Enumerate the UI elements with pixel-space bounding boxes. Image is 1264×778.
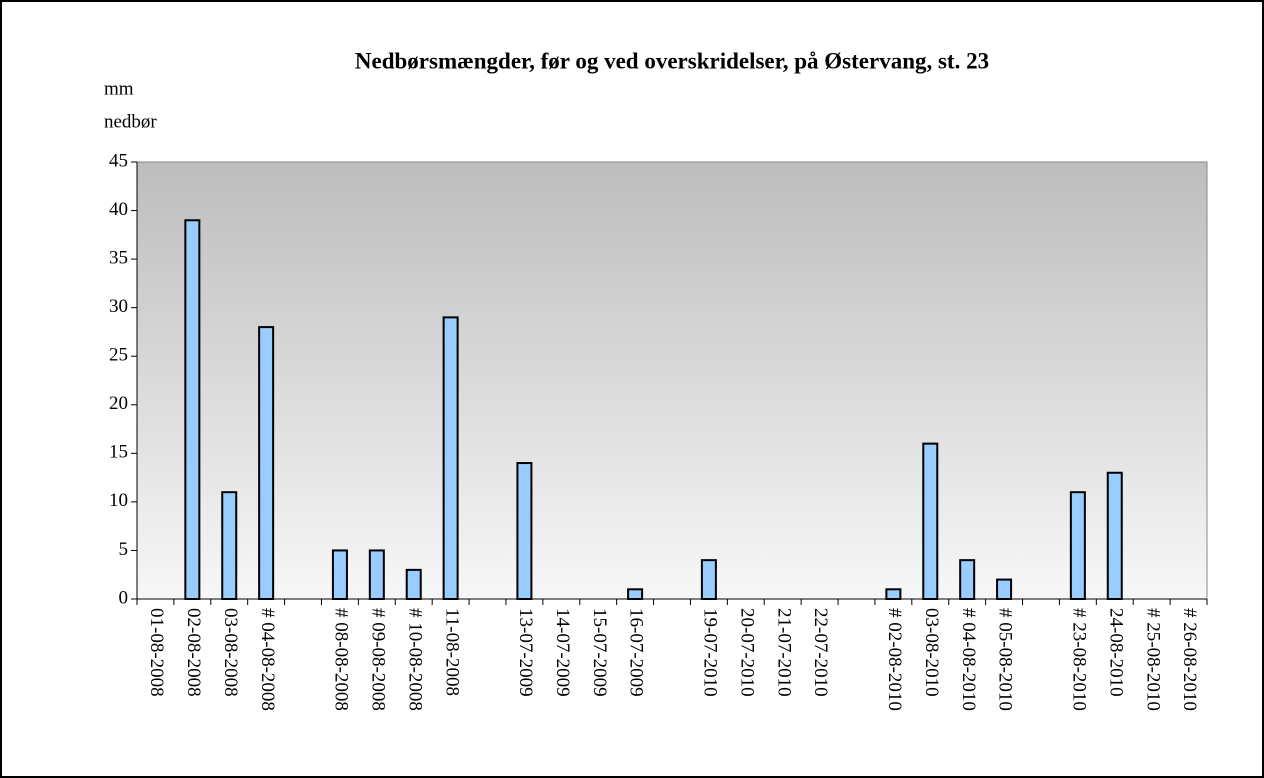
x-tick-label: # 04-08-2010 bbox=[958, 608, 979, 711]
x-tick-label: # 23-08-2010 bbox=[1069, 608, 1090, 711]
bar bbox=[996, 578, 1013, 600]
y-tick-label: 35 bbox=[109, 247, 128, 268]
y-tick-label: 20 bbox=[109, 393, 128, 414]
x-tick-label: 02-08-2008 bbox=[183, 608, 204, 697]
x-tick-label: 03-08-2008 bbox=[220, 608, 241, 697]
bar bbox=[959, 559, 976, 601]
bar bbox=[442, 316, 459, 600]
y-tick-label: 15 bbox=[109, 442, 128, 463]
x-tick-label: 21-07-2010 bbox=[773, 608, 794, 697]
bar bbox=[258, 326, 275, 600]
y-axis-label: mm bbox=[104, 78, 134, 99]
bar bbox=[1069, 491, 1086, 600]
y-axis-label: nedbør bbox=[104, 111, 157, 132]
y-tick-label: 40 bbox=[109, 199, 128, 220]
x-tick-label: 01-08-2008 bbox=[146, 608, 167, 697]
plot-area bbox=[136, 161, 1208, 600]
y-tick-label: 30 bbox=[109, 296, 128, 317]
bar bbox=[184, 219, 201, 600]
x-tick-label: 11-08-2008 bbox=[441, 608, 462, 696]
x-tick-label: # 02-08-2010 bbox=[884, 608, 905, 711]
y-tick-label: 45 bbox=[109, 150, 128, 171]
x-tick-label: 22-07-2010 bbox=[810, 608, 831, 697]
bar bbox=[885, 588, 902, 600]
bar bbox=[627, 588, 644, 600]
y-tick-label: 0 bbox=[119, 587, 129, 608]
x-tick-label: # 26-08-2010 bbox=[1179, 608, 1200, 711]
x-tick-label: 14-07-2009 bbox=[552, 608, 573, 697]
chart-title: Nedbørsmængder, før og ved overskridelse… bbox=[355, 48, 989, 73]
x-tick-label: 03-08-2010 bbox=[921, 608, 942, 697]
y-tick-label: 10 bbox=[109, 490, 128, 511]
y-tick-label: 5 bbox=[119, 539, 129, 560]
x-tick-label: 16-07-2009 bbox=[626, 608, 647, 697]
bar bbox=[922, 442, 939, 600]
x-tick-label: 15-07-2009 bbox=[589, 608, 610, 697]
y-tick-label: 25 bbox=[109, 345, 128, 366]
bar bbox=[405, 568, 422, 600]
bar bbox=[221, 491, 238, 600]
x-tick-label: 20-07-2010 bbox=[736, 608, 757, 697]
bar bbox=[368, 549, 385, 601]
x-tick-label: 24-08-2010 bbox=[1105, 608, 1126, 697]
bar bbox=[1106, 471, 1123, 600]
x-tick-label: # 09-08-2008 bbox=[367, 608, 388, 711]
x-tick-label: # 05-08-2010 bbox=[995, 608, 1016, 711]
x-tick-label: # 04-08-2008 bbox=[257, 608, 278, 711]
bar bbox=[331, 549, 348, 601]
x-tick-label: 19-07-2010 bbox=[700, 608, 721, 697]
bar bbox=[516, 462, 533, 600]
x-tick-label: # 08-08-2008 bbox=[331, 608, 352, 711]
x-tick-label: # 25-08-2010 bbox=[1142, 608, 1163, 711]
x-tick-label: # 10-08-2008 bbox=[404, 608, 425, 711]
x-tick-label: 13-07-2009 bbox=[515, 608, 536, 697]
bar bbox=[700, 559, 717, 601]
